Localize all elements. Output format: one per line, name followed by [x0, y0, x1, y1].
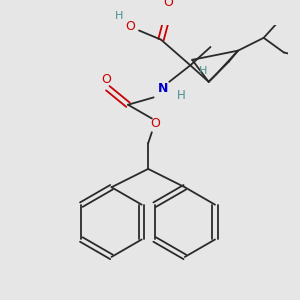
Text: O: O	[125, 20, 135, 33]
Text: N: N	[158, 82, 168, 95]
Text: O: O	[101, 73, 111, 85]
Text: H: H	[199, 66, 207, 76]
Text: O: O	[151, 117, 160, 130]
Text: H: H	[115, 11, 123, 21]
Text: O: O	[164, 0, 173, 10]
Text: H: H	[177, 89, 185, 102]
